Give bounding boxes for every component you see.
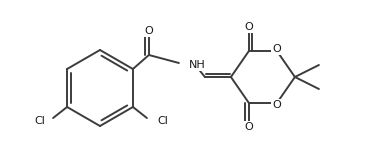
Text: Cl: Cl (157, 116, 168, 126)
Text: Cl: Cl (34, 116, 45, 126)
Text: O: O (273, 100, 281, 110)
Text: NH: NH (189, 60, 206, 70)
Text: O: O (245, 22, 253, 32)
Text: O: O (245, 122, 253, 132)
Text: O: O (273, 44, 281, 54)
Text: O: O (145, 26, 153, 36)
